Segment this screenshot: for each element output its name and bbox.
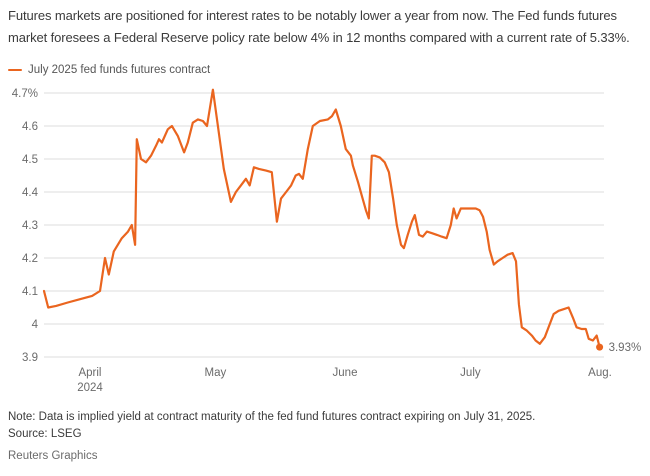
chart-description: Futures markets are positioned for inter… <box>8 8 630 45</box>
y-tick-label: 3.9 <box>22 352 38 364</box>
x-tick-label: April <box>78 367 101 379</box>
x-tick-sublabel: 2024 <box>77 382 103 394</box>
y-tick-label: 4.4 <box>22 187 39 199</box>
y-tick-label: 4 <box>32 319 39 331</box>
y-tick-label: 4.1 <box>22 286 38 298</box>
y-tick-label: 4.2 <box>22 253 38 265</box>
y-tick-label: 4.6 <box>22 121 38 133</box>
x-tick-label: May <box>205 367 227 379</box>
legend-line-swatch <box>8 68 22 72</box>
end-value-label: 3.93% <box>609 342 642 354</box>
y-tick-label: 4.7% <box>12 88 38 100</box>
legend: July 2025 fed funds futures contract <box>8 63 210 77</box>
legend-label: July 2025 fed funds futures contract <box>28 64 211 76</box>
x-tick-label: July <box>460 367 481 379</box>
footnote: Note: Data is implied yield at contract … <box>8 411 536 423</box>
reuters-graphics-credit: Reuters Graphics <box>8 450 98 462</box>
source-line: Source: LSEG <box>8 428 82 440</box>
y-tick-label: 4.3 <box>22 220 38 232</box>
line-chart: 4.7% 4.6 4.5 4.4 4.3 4.2 4.1 4 3.9 April 2024 May Ju… <box>12 88 642 394</box>
x-tick-label: Aug. <box>588 367 612 379</box>
series-line <box>42 88 601 349</box>
end-dot <box>596 343 604 351</box>
x-tick-label: June <box>333 367 358 379</box>
y-tick-label: 4.5 <box>22 154 38 166</box>
